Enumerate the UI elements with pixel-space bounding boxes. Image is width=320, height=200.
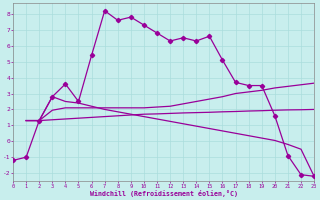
X-axis label: Windchill (Refroidissement éolien,°C): Windchill (Refroidissement éolien,°C) xyxy=(90,190,237,197)
